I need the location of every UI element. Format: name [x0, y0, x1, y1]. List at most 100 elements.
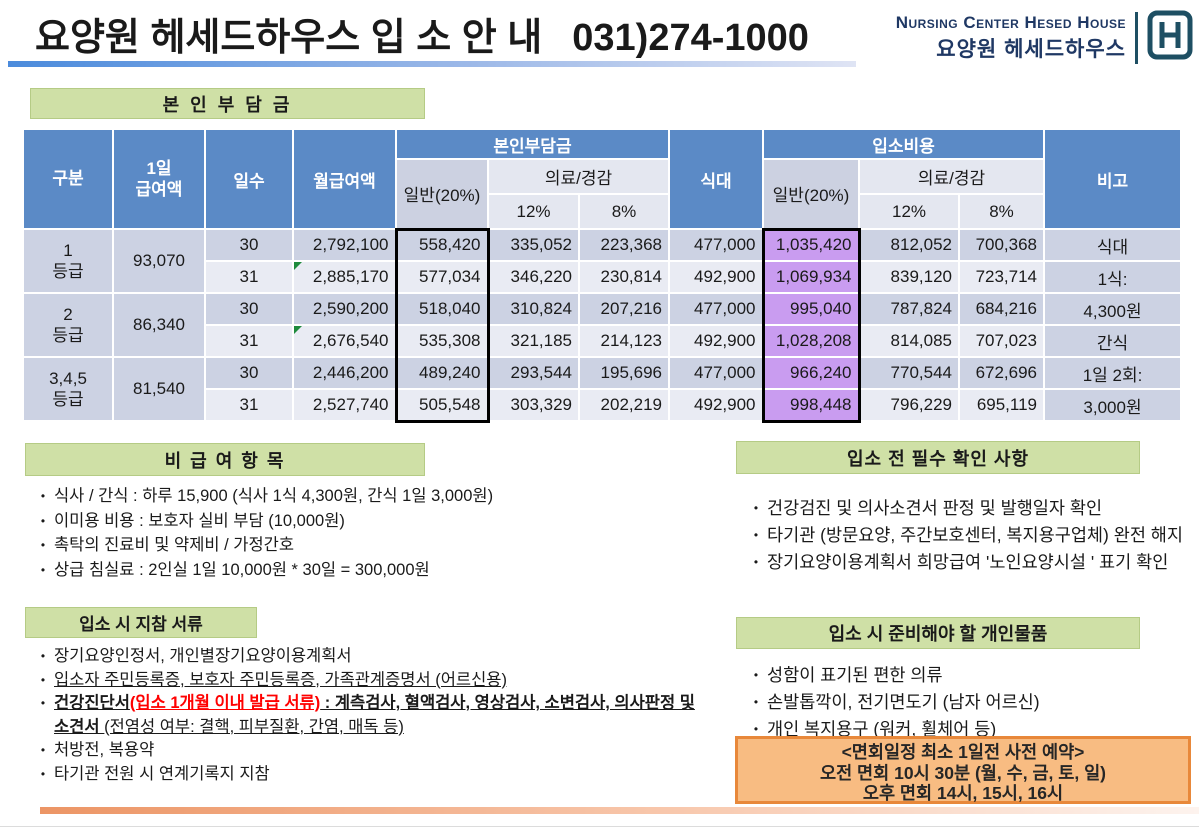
logo-name-korean: 요양원 헤세드하우스 [936, 37, 1126, 61]
list-item-text: 상급 침실료 : 2인실 1일 10,000원 * 30일 = 300,000원 [54, 560, 430, 579]
list-item: • 타기관 (방문요양, 주간보호센터, 복지용구업체) 완전 해지 [745, 522, 1185, 549]
bullet-icon: • [40, 672, 46, 687]
list-item: • 촉탁의 진료비 및 약제비 / 가정간호 [32, 533, 722, 558]
health-cert-label: 건강진단서 [54, 694, 130, 712]
bullet-icon: • [40, 513, 46, 528]
bullet-icon: • [753, 501, 759, 515]
cell-adm-12: 812,052 [858, 228, 960, 262]
col-header-days: 일수 [204, 128, 294, 230]
col-header-gubun: 구분 [22, 128, 114, 230]
list-item: • 성함이 표기된 편한 의류 [745, 662, 1175, 689]
cell-adm-general20: 1,028,208 [761, 324, 861, 358]
list-item-text: 입소자 주민등록증, 보호자 주민등록증, 가족관계증명서 (어르신용) [54, 670, 507, 689]
cell-self-general20: 558,420 [394, 227, 490, 262]
bullet-icon: • [753, 722, 759, 736]
list-item-text: 손발톱깍이, 전기면도기 (남자 어르신) [767, 692, 1040, 712]
bullet-icon: • [40, 743, 46, 757]
list-item-text: 이미용 비용 : 보호자 실비 부담 (10,000원) [54, 511, 345, 530]
cell-adm-12: 796,229 [858, 388, 960, 422]
cell-adm-8: 723,714 [957, 260, 1046, 294]
table-row: 31 2,676,540 535,308 321,185 214,123 492… [23, 324, 1183, 358]
cell-self-12: 303,329 [487, 388, 580, 422]
cell-self-12: 310,824 [487, 292, 580, 326]
logo-text: Nursing Center Hesed House 요양원 헤세드하우스 [896, 13, 1126, 63]
table-row: 2 등급 86,340 30 2,590,200 518,040 310,824… [22, 292, 1183, 358]
list-item: • 건강검진 및 의사소견서 판정 및 발행일자 확인 [745, 495, 1185, 522]
logo-divider [1135, 11, 1138, 64]
cell-note: 3,000원 [1043, 388, 1183, 422]
list-item: • 타기관 전원 시 연계기록지 지참 [32, 763, 708, 787]
group-header-admission-cost: 입소비용 [761, 128, 1046, 160]
noncovered-section-title-text: 비 급 여 항 목 [164, 450, 286, 471]
documents-section-title: 입소 시 지참 서류 [25, 607, 257, 638]
col-header-note: 비고 [1043, 128, 1183, 230]
visit-afternoon-line: 오후 면회 14시, 15시, 16시 [862, 783, 1064, 803]
list-item: • 이미용 비용 : 보호자 실비 부담 (10,000원) [32, 509, 722, 534]
health-cert-deadline: (입소 1개월 이내 발급 서류) [129, 694, 321, 712]
cell-monthly: 2,792,100 [292, 228, 397, 262]
cell-grade: 2 등급 [22, 292, 114, 358]
page-header: 요양원 헤세드하우스 입 소 안 내 031)274-1000 [35, 6, 809, 61]
cell-monthly: 2,527,740 [292, 388, 397, 422]
list-item-text: 개인 복지용구 (워커, 휠체어 등) [767, 719, 997, 739]
col-header-adm-medical: 의료/경감 [857, 158, 1046, 195]
cell-days: 30 [204, 356, 294, 390]
cell-self-general20: 505,548 [394, 388, 490, 423]
col-header-self-8: 8% [578, 193, 670, 230]
cell-days: 31 [204, 260, 294, 294]
table-row: 1 등급 93,070 30 2,792,100 558,420 335,052… [22, 227, 1183, 294]
copay-table: 구분 1일 급여액 일수 월급여액 본인부담금 식대 입소비용 비고 일반(20… [22, 128, 1183, 423]
bullet-icon: • [753, 555, 759, 569]
cell-adm-8: 700,368 [957, 228, 1046, 262]
list-item-text: 장기요양이용계획서 희망급여 '노인요양시설 ' 표기 확인 [767, 552, 1169, 572]
list-item: • 장기요양인정서, 개인별장기요양이용계획서 [32, 645, 708, 669]
bottom-accent-bar [40, 807, 1199, 814]
cell-monthly: 2,590,200 [292, 292, 397, 326]
col-header-adm-general20: 일반(20%) [762, 158, 860, 230]
group-header-self-payment: 본인부담금 [395, 128, 670, 160]
list-item-text: 타기관 전원 시 연계기록지 지참 [54, 764, 270, 783]
noncovered-list: • 식사 / 간식 : 하루 15,900 (식사 1식 4,300원, 간식 1… [32, 484, 722, 582]
bullet-icon: • [40, 538, 46, 552]
list-item: • 식사 / 간식 : 하루 15,900 (식사 1식 4,300원, 간식 1… [32, 484, 722, 509]
cell-adm-8: 684,216 [957, 292, 1046, 326]
copay-section-title: 본 인 부 담 금 [30, 88, 425, 119]
bullet-icon: • [40, 562, 46, 577]
documents-section-title-text: 입소 시 지참 서류 [79, 615, 203, 634]
list-item-text: 타기관 (방문요양, 주간보호센터, 복지용구업체) 완전 해지 [767, 525, 1183, 545]
title-underline [8, 61, 856, 67]
bullet-icon: • [40, 766, 46, 781]
hesed-house-h-icon [1147, 10, 1193, 65]
list-item: • 손발톱깍이, 전기면도기 (남자 어르신) [745, 689, 1175, 716]
col-header-adm-8: 8% [957, 193, 1046, 230]
list-item-text: 처방전, 복용약 [54, 741, 155, 759]
cell-adm-8: 707,023 [957, 324, 1046, 358]
cell-meal: 492,900 [668, 388, 764, 422]
bullet-icon: • [40, 489, 46, 503]
health-cert-tests: : 계측검사, 혈액검사, 영상검사, 소변검사, 의사판정 및 소견서 [54, 694, 695, 736]
bullet-icon: • [40, 696, 46, 710]
cell-self-general20: 577,034 [394, 260, 490, 294]
list-item-text: 장기요양인정서, 개인별장기요양이용계획서 [54, 647, 352, 665]
cell-monthly: 2,446,200 [292, 356, 397, 390]
table-row: 3,4,5 등급 81,540 30 2,446,200 489,240 293… [22, 356, 1183, 422]
precheck-section-title: 입소 전 필수 확인 사항 [736, 441, 1140, 474]
cell-adm-general20: 998,448 [761, 388, 861, 423]
cell-meal: 492,900 [668, 324, 764, 358]
precheck-section-title-text: 입소 전 필수 확인 사항 [846, 448, 1030, 469]
documents-list: • 장기요양인정서, 개인별장기요양이용계획서 • 입소자 주민등록증, 보호자 주… [32, 645, 708, 786]
personal-items-section-title-text: 입소 시 준비해야 할 개인물품 [828, 624, 1048, 644]
cell-daily-benefit: 93,070 [112, 228, 206, 294]
list-item: • 입소자 주민등록증, 보호자 주민등록증, 가족관계증명서 (어르신용) [32, 669, 708, 693]
col-header-self-general20: 일반(20%) [395, 158, 489, 230]
col-header-meal: 식대 [668, 128, 764, 230]
col-header-daily-benefit: 1일 급여액 [112, 128, 206, 230]
cell-adm-general20: 966,240 [761, 356, 861, 390]
cell-adm-12: 839,120 [858, 260, 960, 294]
cell-note: 4,300원 [1043, 292, 1183, 326]
cell-note: 식대 [1043, 228, 1183, 262]
cell-adm-12: 787,824 [858, 292, 960, 326]
col-header-self-medical: 의료/경감 [487, 158, 670, 195]
cell-meal: 477,000 [668, 228, 764, 262]
